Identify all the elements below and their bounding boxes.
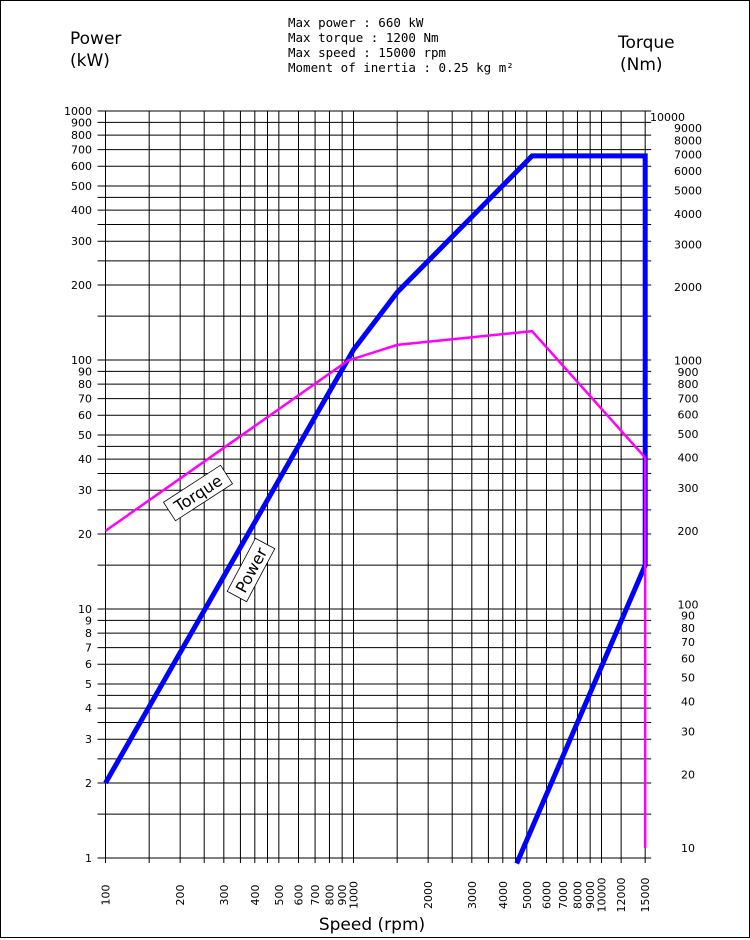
y-left-tick-label: 300 [71,235,92,248]
y-right-tick-label: 300 [678,482,699,495]
spec-max-power: Max power : 660 kW [288,15,424,30]
y-right-tick-label: 700 [678,392,699,405]
y-left-tick-label: 200 [71,279,92,292]
y-left-tick-label: 50 [78,429,92,442]
y-right-tick-label: 500 [678,428,699,441]
x-tick-label: 1000 [348,881,361,909]
x-tick-label: 4000 [497,881,510,909]
y-right-tick-label: 10000 [650,111,685,124]
y-right-tick-label: 9000 [674,122,702,135]
x-tick-label: 9000 [584,881,597,909]
y-left-tick-label: 2 [85,777,92,790]
x-tick-label: 8000 [571,881,584,909]
y-left-tick-label: 5 [85,678,92,691]
x-tick-label: 6000 [540,881,553,909]
x-tick-label: 5000 [521,881,534,909]
y-right-tick-label: 7000 [674,149,702,162]
left-axis-title-2: (kW) [70,51,110,71]
y-right-tick-label: 100 [678,598,699,611]
x-tick-label: 800 [323,885,336,906]
y-left-tick-label: 20 [78,528,92,541]
y-left-tick-label: 900 [71,116,92,129]
y-left-tick-label: 60 [78,409,92,422]
y-right-tick-label: 2000 [674,281,702,294]
y-right-tick-label: 900 [678,366,699,379]
x-tick-label: 900 [336,885,349,906]
y-left-tick-label: 4 [85,702,92,715]
y-left-tick-label: 70 [78,393,92,406]
y-left-tick-label: 9 [85,614,92,627]
x-axis-title: Speed (rpm) [319,915,425,935]
grid [97,110,652,863]
y-right-tick-label: 50 [681,672,695,685]
right-axis-title-1: Torque [617,33,675,53]
y-left-tick-label: 600 [71,160,92,173]
x-tick-label: 2000 [422,881,435,909]
spec-max-torque: Max torque : 1200 Nm [288,30,439,45]
y-right-tick-label: 6000 [674,165,702,178]
y-left-tick-label: 100 [71,354,92,367]
y-right-tick-label: 40 [681,695,695,708]
y-right-tick-label: 200 [678,525,699,538]
y-left-tick-label: 800 [71,129,92,142]
series-lines [103,153,648,865]
y-left-tick-label: 700 [71,144,92,157]
y-right-tick-label: 8000 [674,135,702,148]
y-left-tick-label: 400 [71,204,92,217]
y-left-tick-label: 7 [85,642,92,655]
y-right-tick-label: 10 [681,842,695,855]
y-left-tick-label: 40 [78,453,92,466]
y-right-tick-label: 90 [681,609,695,622]
left-axis-title-1: Power [70,29,121,49]
y-left-tick-label: 6 [85,658,92,671]
y-right-tick-label: 60 [681,652,695,665]
y-right-tick-label: 400 [678,452,699,465]
x-tick-label: 700 [309,885,322,906]
y-right-tick-label: 1000 [674,355,702,368]
y-left-tick-label: 1000 [64,105,92,118]
y-left-tick-label: 10 [78,603,92,616]
x-tick-label: 10000 [596,878,609,913]
x-tick-label: 600 [292,885,305,906]
y-left-tick-label: 8 [85,627,92,640]
spec-inertia: Moment of inertia : 0.25 kg m² [288,60,514,75]
right-axis-title-2: (Nm) [620,55,663,75]
y-right-tick-label: 600 [678,409,699,422]
x-tick-label: 100 [100,885,113,906]
y-right-tick-label: 80 [681,622,695,635]
spec-max-speed: Max speed : 15000 rpm [288,45,446,60]
x-tick-label: 3000 [466,881,479,909]
y-left-tick-label: 500 [71,180,92,193]
y-left-tick-label: 30 [78,484,92,497]
x-tick-label: 7000 [557,881,570,909]
x-tick-label: 500 [273,885,286,906]
y-left-tick-label: 90 [78,365,92,378]
x-tick-label: 400 [249,885,262,906]
x-tick-label: 200 [174,885,187,906]
y-right-tick-label: 800 [678,378,699,391]
torque-line [104,329,647,848]
x-tick-label: 12000 [615,878,628,913]
y-right-tick-label: 30 [681,726,695,739]
y-right-tick-label: 5000 [674,184,702,197]
y-left-tick-label: 1 [85,852,92,865]
y-right-tick-label: 70 [681,636,695,649]
x-tick-label: 300 [218,885,231,906]
y-right-tick-label: 20 [681,769,695,782]
y-right-tick-label: 3000 [674,238,702,251]
y-right-tick-label: 4000 [674,208,702,221]
y-left-tick-label: 80 [78,378,92,391]
x-tick-label: 15000 [639,878,652,913]
y-left-tick-label: 3 [85,733,92,746]
